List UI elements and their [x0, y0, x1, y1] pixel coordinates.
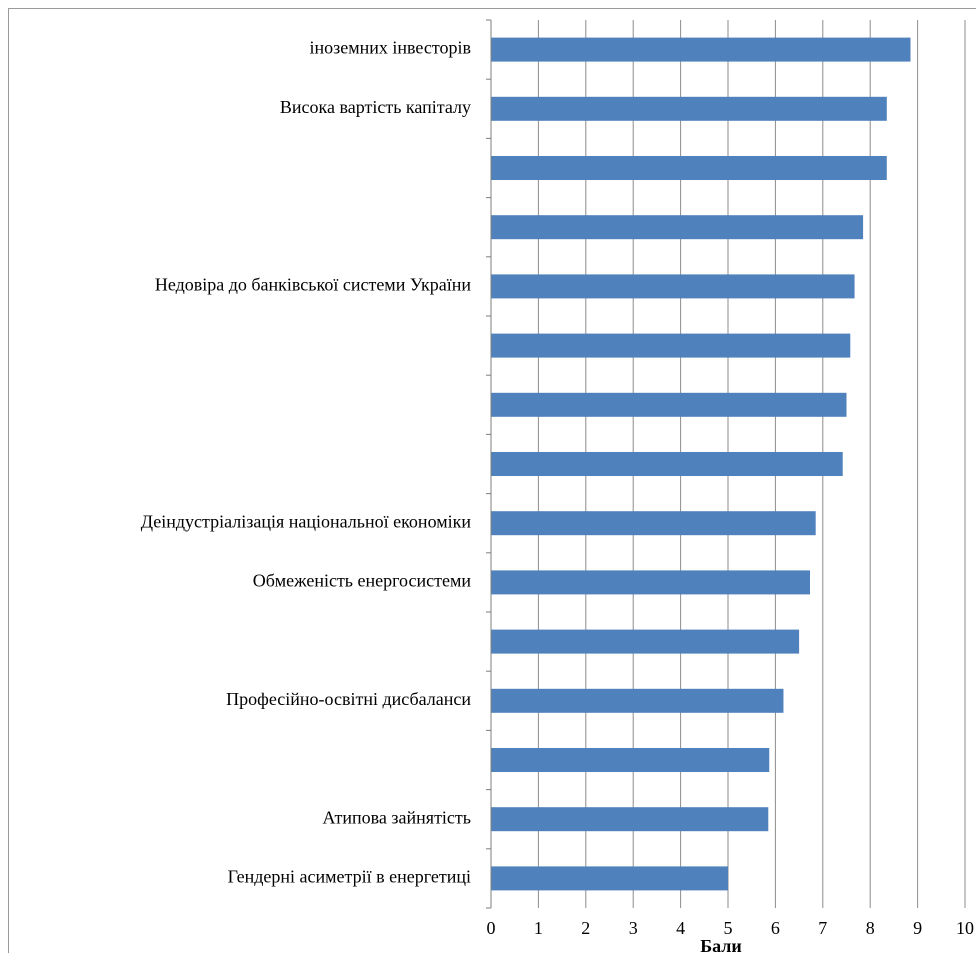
tick-label-10: 10: [956, 918, 974, 938]
category-label: Недовіра до банківської системи України: [155, 275, 472, 295]
bar-14: [491, 807, 769, 832]
bar-9: [491, 511, 816, 536]
bar-1: [491, 37, 911, 62]
tick-label-8: 8: [866, 918, 875, 938]
bar-12: [491, 688, 784, 713]
bar-5: [491, 274, 855, 299]
bar-11: [491, 629, 800, 654]
category-label: Професійно-освітні дисбаланси: [226, 689, 471, 709]
bar-7: [491, 392, 847, 417]
category-label: Обмеженість енергосистеми: [253, 571, 472, 591]
bar-10: [491, 570, 811, 595]
category-label: Висока вартість капіталу: [280, 97, 471, 117]
category-label: Деіндустріалізація національної економік…: [141, 511, 472, 531]
tick-label-0: 0: [487, 918, 496, 938]
bar-15: [491, 866, 728, 891]
value-axis: 0 1 2 3 4 5 6 7 8 9 10: [486, 19, 974, 938]
x-axis-title: Бали: [700, 936, 742, 955]
category-labels: іноземних інвесторів Висока вартість капі…: [141, 38, 472, 887]
bar-2: [491, 96, 887, 121]
tick-label-7: 7: [818, 918, 827, 938]
bar-4: [491, 215, 864, 240]
bar-3: [491, 156, 887, 180]
category-label: Гендерні асиметрії в енергетиці: [228, 867, 471, 887]
tick-label-9: 9: [913, 918, 922, 938]
bar-13: [491, 748, 770, 772]
bar-6: [491, 333, 851, 358]
bars: [491, 37, 911, 891]
chart-frame: [8, 8, 976, 953]
tick-label-1: 1: [534, 918, 543, 938]
tick-label-4: 4: [676, 918, 685, 938]
tick-label-6: 6: [771, 918, 780, 938]
category-label: Атипова зайнятість: [322, 807, 471, 827]
tick-label-3: 3: [629, 918, 638, 938]
category-label: іноземних інвесторів: [310, 38, 471, 58]
tick-label-5: 5: [724, 918, 733, 938]
bar-8: [491, 452, 843, 476]
tick-label-2: 2: [581, 918, 590, 938]
